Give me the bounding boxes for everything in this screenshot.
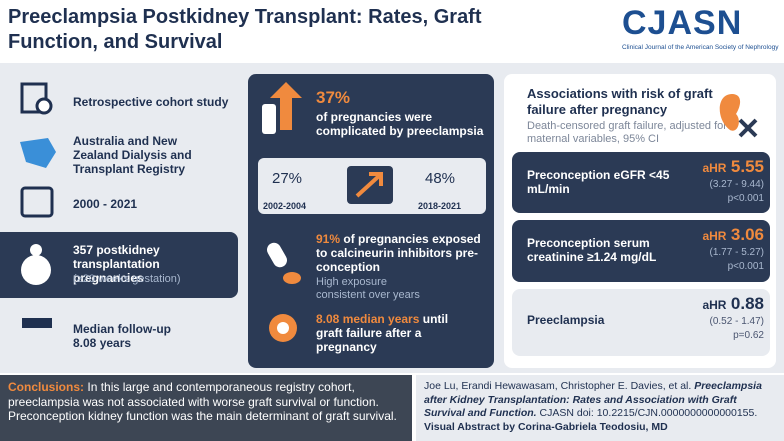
cni-rate: 91% bbox=[316, 232, 341, 246]
association-row bbox=[512, 289, 770, 356]
row-hr: aHR 3.06 bbox=[702, 225, 764, 245]
credit: Visual Abstract by Corina-Gabriela Teodo… bbox=[424, 420, 668, 433]
trend-rate: 48% bbox=[425, 170, 456, 187]
row-label: Preconception serum creatinine ≥1.24 mg/… bbox=[527, 236, 657, 264]
citation: Joe Lu, Erandi Hewawasam, Christopher E.… bbox=[424, 380, 780, 434]
preeclampsia-text: of pregnancies were complicated by preec… bbox=[316, 110, 484, 138]
trend-years: 2018-2021 bbox=[418, 201, 462, 211]
cni-desc: of pregnancies exposed to calcineurin in… bbox=[316, 232, 481, 274]
row-metric: aHR bbox=[702, 298, 727, 312]
association-row bbox=[512, 152, 770, 213]
citation-box bbox=[416, 375, 784, 441]
authors: Joe Lu, Erandi Hewawasam, Christopher E.… bbox=[424, 380, 692, 392]
row-hr: aHR 0.88 bbox=[702, 294, 764, 314]
follow-up: Median follow-up 8.08 years bbox=[73, 322, 171, 350]
graft-years: 8.08 median years bbox=[316, 312, 420, 326]
row-value: 5.55 bbox=[730, 157, 764, 176]
conclusions-text: In this large and contemporaneous regist… bbox=[8, 380, 397, 423]
associations-subtitle: Death-censored graft failure, adjusted f… bbox=[527, 120, 727, 145]
rising-icon bbox=[262, 82, 302, 134]
row-metric: aHR bbox=[702, 161, 727, 175]
row-hr: aHR 5.55 bbox=[702, 157, 764, 177]
title: Preeclampsia Postkidney Transplant: Rate… bbox=[8, 6, 482, 53]
conclusions-box bbox=[0, 375, 412, 441]
row-p: p=0.62 bbox=[733, 330, 764, 341]
row-p: p<0.001 bbox=[727, 261, 764, 272]
conclusions: Conclusions: In this large and contempor… bbox=[8, 380, 406, 424]
row-ci: (3.27 - 9.44) bbox=[709, 179, 764, 190]
pregnancy-icon bbox=[21, 244, 51, 285]
trend-rate: 27% bbox=[272, 170, 303, 187]
row-p: p<0.001 bbox=[727, 193, 764, 204]
registry: Australia and New Zealand Dialysis and T… bbox=[73, 134, 192, 176]
trend-years: 2002-2004 bbox=[263, 201, 307, 211]
gestation: (≥20 weeks gestation) bbox=[73, 273, 181, 285]
cni-note: High exposure consistent over years bbox=[316, 276, 420, 301]
row-value: 3.06 bbox=[730, 225, 764, 244]
associations-title: Associations with risk of graft failure … bbox=[527, 86, 713, 117]
graft-desc: until graft failure after a pregnancy bbox=[316, 312, 449, 354]
period: 2000 - 2021 bbox=[73, 197, 138, 211]
row-metric: aHR bbox=[702, 229, 727, 243]
map-icon bbox=[20, 138, 56, 168]
preeclampsia-rate: 37% bbox=[316, 88, 351, 107]
calendar2-icon bbox=[22, 318, 52, 328]
row-label: Preconception eGFR <45 mL/min bbox=[527, 168, 670, 196]
logo-subtitle: Clinical Journal of the American Society… bbox=[622, 44, 779, 51]
graft-icon bbox=[269, 314, 297, 342]
doi: CJASN doi: 10.2215/CJN.0000000000000155. bbox=[539, 407, 758, 419]
row-label: Preeclampsia bbox=[527, 313, 605, 327]
lens-icon bbox=[35, 97, 53, 115]
conclusions-label: Conclusions: bbox=[8, 380, 85, 394]
study-design: Retrospective cohort study bbox=[73, 95, 229, 109]
association-row bbox=[512, 220, 770, 282]
kidney-icon bbox=[719, 94, 758, 138]
row-ci: (1.77 - 5.27) bbox=[709, 247, 764, 258]
calendar-icon bbox=[20, 186, 54, 218]
logo: CJASN bbox=[622, 4, 743, 42]
cni-text: 91% of pregnancies exposed to calcineuri… bbox=[316, 232, 486, 274]
graft-text: 8.08 median years until graft failure af… bbox=[316, 312, 476, 354]
article-title: Preeclampsia after Kidney Transplantatio… bbox=[424, 380, 762, 419]
icons bbox=[20, 82, 56, 328]
pregnancies: 357 postkidney transplantation pregnanci… bbox=[73, 243, 160, 285]
row-ci: (0.52 - 1.47) bbox=[709, 316, 764, 327]
row-value: 0.88 bbox=[730, 294, 764, 313]
trend-icon bbox=[347, 166, 393, 204]
pills-icon bbox=[267, 242, 301, 284]
